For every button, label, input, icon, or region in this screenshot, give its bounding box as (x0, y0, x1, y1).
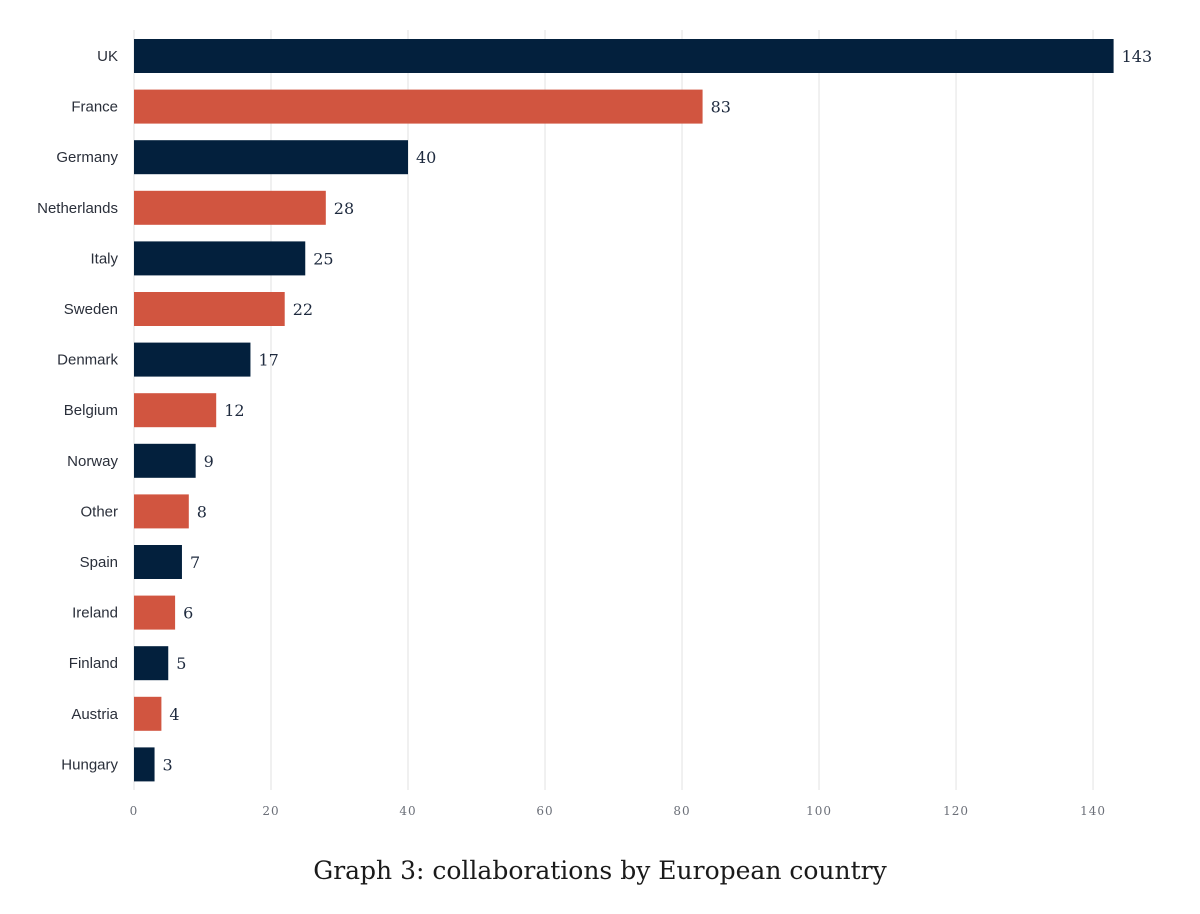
value-label: 28 (334, 199, 354, 218)
bar-other (134, 494, 189, 529)
category-label: UK (97, 48, 118, 65)
category-label: Norway (67, 453, 118, 470)
value-label: 83 (711, 98, 731, 117)
bar-austria (134, 696, 162, 731)
category-label: Austria (71, 706, 118, 723)
x-tick-label: 120 (943, 804, 969, 818)
category-label: Denmark (57, 352, 118, 369)
bar-belgium (134, 393, 217, 428)
x-tick-label: 20 (262, 804, 279, 818)
x-tick-label: 60 (536, 804, 553, 818)
category-label: Finland (69, 655, 118, 672)
bar-finland (134, 646, 169, 681)
bar-spain (134, 545, 182, 579)
category-label: Netherlands (37, 200, 118, 217)
value-label: 4 (169, 705, 179, 724)
category-label: Other (80, 503, 118, 520)
category-label: Ireland (72, 605, 118, 622)
bar-denmark (134, 342, 251, 377)
value-label: 8 (197, 502, 207, 521)
bar-uk (134, 39, 1114, 73)
bar-germany (134, 140, 409, 175)
bar-sweden (134, 292, 285, 326)
bar-hungary (134, 747, 155, 782)
value-label: 22 (293, 300, 313, 319)
bars (134, 39, 1114, 782)
value-label: 143 (1122, 47, 1153, 66)
bar-ireland (134, 595, 176, 630)
chart-caption: Graph 3: collaborations by European coun… (313, 856, 887, 885)
category-label: Hungary (61, 756, 118, 773)
category-label: Spain (80, 554, 118, 571)
value-labels: 143 83 40 28 25 22 17 12 9 8 7 6 5 4 3 (163, 47, 1153, 774)
value-label: 12 (224, 401, 244, 420)
bar-france (134, 89, 703, 124)
bar-italy (134, 241, 306, 276)
value-label: 3 (163, 755, 173, 774)
bar-netherlands (134, 190, 326, 225)
x-axis-ticks: 0 20 40 60 80 100 120 140 (130, 804, 1106, 818)
category-label: Belgium (64, 402, 118, 419)
value-label: 25 (313, 249, 333, 268)
category-label: Sweden (64, 301, 118, 318)
value-label: 9 (204, 452, 214, 471)
x-tick-label: 80 (673, 804, 690, 818)
x-tick-label: 140 (1080, 804, 1106, 818)
value-label: 7 (190, 553, 200, 572)
x-tick-label: 100 (806, 804, 832, 818)
category-label: Germany (56, 149, 118, 166)
category-label: Italy (90, 250, 118, 267)
x-tick-label: 0 (130, 804, 139, 818)
x-tick-label: 40 (399, 804, 416, 818)
value-label: 5 (176, 654, 186, 673)
value-label: 40 (416, 148, 436, 167)
value-label: 6 (183, 604, 193, 623)
category-label: France (71, 99, 118, 116)
value-label: 17 (258, 351, 278, 370)
category-labels: UK France Germany Netherlands Italy Sweden Den… (37, 48, 119, 773)
bar-norway (134, 443, 196, 478)
